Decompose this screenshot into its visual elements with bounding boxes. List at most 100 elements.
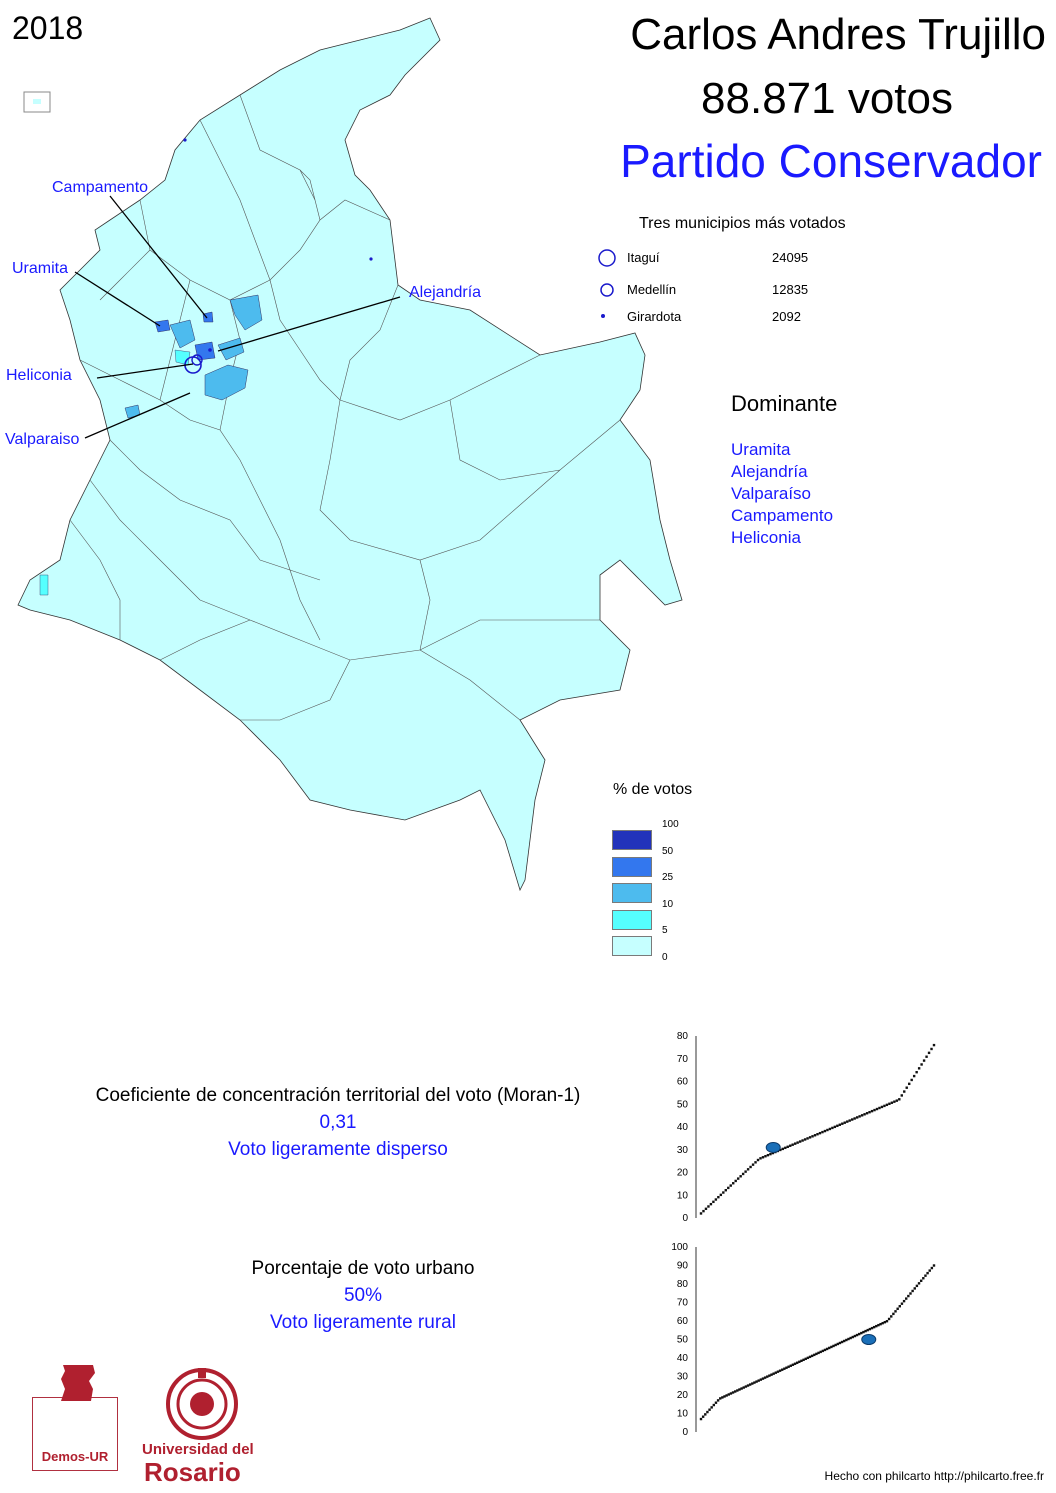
- data-point: [836, 1124, 839, 1128]
- data-point: [806, 1356, 810, 1360]
- data-point: [740, 1387, 743, 1390]
- data-point: [746, 1384, 750, 1387]
- data-point: [761, 1377, 765, 1380]
- data-point: [828, 1346, 831, 1350]
- data-point: [843, 1339, 846, 1343]
- municipio-name: Itaguí: [627, 250, 660, 265]
- region-25pct-c: [194, 341, 216, 361]
- y-tick-label: 80: [677, 1031, 689, 1042]
- data-point: [878, 1106, 881, 1110]
- data-point: [828, 1127, 832, 1131]
- data-point: [791, 1143, 794, 1146]
- y-tick-label: 50: [677, 1099, 689, 1110]
- data-point: [714, 1401, 718, 1404]
- data-point: [778, 1369, 782, 1372]
- rosario-seal-icon: [166, 1368, 238, 1440]
- data-point: [840, 1340, 844, 1344]
- medellin-symbol: [191, 354, 203, 366]
- label-campamento: Campamento: [52, 179, 149, 196]
- data-point: [786, 1145, 789, 1148]
- data-point: [877, 1323, 880, 1327]
- data-point: [754, 1161, 757, 1164]
- data-point: [781, 1368, 784, 1371]
- data-point: [833, 1125, 837, 1129]
- data-point: [772, 1372, 775, 1375]
- data-point: [841, 1122, 844, 1125]
- y-tick-label: 0: [682, 1427, 688, 1438]
- data-point: [781, 1147, 784, 1151]
- data-point: [746, 1168, 750, 1171]
- data-point: [707, 1205, 710, 1208]
- data-point: [890, 1101, 894, 1104]
- y-tick-label: 40: [677, 1353, 689, 1364]
- data-point: [915, 1071, 918, 1074]
- vote-count: 88.871 votos: [701, 74, 953, 123]
- data-point: [879, 1322, 882, 1326]
- data-point: [907, 1294, 910, 1298]
- data-point: [801, 1139, 804, 1142]
- universidad-text: Universidad del: [142, 1441, 254, 1458]
- data-point: [761, 1156, 765, 1159]
- data-point: [863, 1113, 866, 1116]
- data-point: [883, 1320, 887, 1324]
- data-point: [808, 1355, 812, 1359]
- circle-medium-icon: [600, 283, 614, 297]
- y-tick-label: 90: [677, 1261, 689, 1272]
- data-point: [813, 1134, 817, 1137]
- data-point: [851, 1118, 854, 1121]
- data-point: [900, 1302, 904, 1305]
- region-10pct-b: [204, 364, 249, 401]
- data-point: [932, 1264, 936, 1267]
- data-point: [763, 1376, 767, 1379]
- data-point: [922, 1059, 926, 1062]
- department-boundaries: [69, 94, 621, 721]
- data-point: [813, 1353, 816, 1357]
- data-point: [723, 1395, 726, 1398]
- y-tick-label: 10: [677, 1409, 689, 1420]
- data-point: [849, 1336, 852, 1340]
- legend-swatch-50-100: [612, 830, 652, 850]
- y-tick-label: 50: [677, 1335, 689, 1346]
- data-point: [785, 1366, 788, 1369]
- data-point: [870, 1326, 874, 1330]
- data-point: [834, 1343, 837, 1347]
- data-point: [784, 1146, 787, 1150]
- data-point: [712, 1403, 716, 1407]
- data-point: [860, 1331, 863, 1335]
- data-point: [932, 1043, 936, 1047]
- data-point: [793, 1142, 797, 1145]
- data-point: [926, 1271, 929, 1275]
- data-point: [838, 1341, 842, 1345]
- y-tick-label: 70: [677, 1298, 689, 1309]
- data-point: [716, 1399, 720, 1402]
- legend-label: 25: [662, 872, 674, 883]
- data-point: [717, 1195, 720, 1199]
- data-point: [751, 1382, 754, 1385]
- data-point: [866, 1328, 869, 1332]
- data-point: [875, 1324, 878, 1328]
- data-point: [755, 1380, 758, 1383]
- data-point: [793, 1362, 797, 1365]
- data-point: [719, 1397, 722, 1400]
- data-point: [905, 1297, 908, 1300]
- moran-title: Coeficiente de concentración territorial…: [95, 1085, 581, 1106]
- data-point: [872, 1325, 876, 1329]
- data-point: [800, 1359, 803, 1363]
- circle-large-icon: [598, 249, 616, 267]
- data-point: [701, 1415, 705, 1418]
- data-point: [710, 1406, 713, 1409]
- dominante-item: Valparaíso: [731, 484, 812, 503]
- data-point: [757, 1379, 760, 1382]
- data-point: [753, 1381, 756, 1384]
- data-point: [880, 1105, 884, 1109]
- legend-title: % de votos: [613, 781, 693, 798]
- data-point: [796, 1141, 799, 1144]
- small-symbol: [183, 138, 187, 142]
- data-point: [831, 1126, 834, 1130]
- data-point: [925, 1055, 928, 1058]
- data-point: [928, 1269, 931, 1272]
- label-alejandria: Alejandría: [409, 284, 482, 301]
- dominante-item: Heliconia: [731, 528, 801, 547]
- data-point: [732, 1182, 735, 1185]
- municipio-name: Medellín: [627, 282, 677, 297]
